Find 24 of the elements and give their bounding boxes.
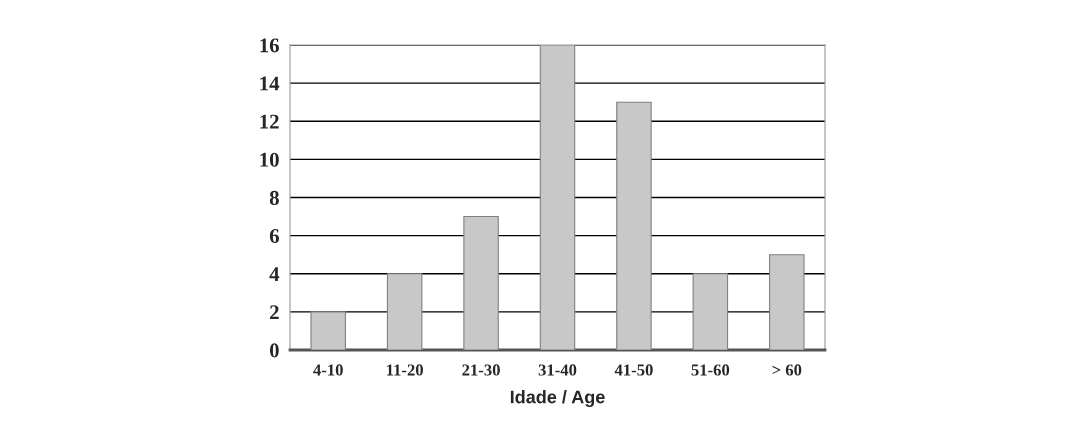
- y-tick-label: 0: [269, 343, 279, 358]
- y-tick-label: 14: [260, 76, 280, 91]
- bar: [616, 101, 652, 350]
- y-tick-label: 4: [269, 267, 280, 281]
- y-tick-label: 6: [269, 229, 279, 244]
- x-tick-label: 41-50: [614, 364, 653, 376]
- y-tick-label: 12: [260, 114, 279, 129]
- x-axis-title: Idade / Age: [510, 390, 605, 408]
- x-tick-label: 4-10: [313, 364, 343, 376]
- y-tick-label: 2: [270, 305, 279, 320]
- y-tick-label: 10: [260, 152, 279, 167]
- x-tick-label: 11-20: [387, 364, 423, 376]
- bar: [539, 45, 576, 350]
- bar: [769, 254, 805, 350]
- bar: [310, 311, 346, 350]
- x-tick-label: 21-30: [462, 364, 500, 376]
- x-tick-label: 31-40: [538, 364, 577, 376]
- x-tick-label: > 60: [772, 364, 802, 376]
- y-tick-label: 8: [269, 190, 279, 205]
- x-tick-label: 51-60: [691, 364, 730, 376]
- bar: [463, 216, 499, 350]
- bar: [692, 273, 729, 350]
- bar: [386, 273, 423, 350]
- y-tick-label: 16: [260, 38, 279, 53]
